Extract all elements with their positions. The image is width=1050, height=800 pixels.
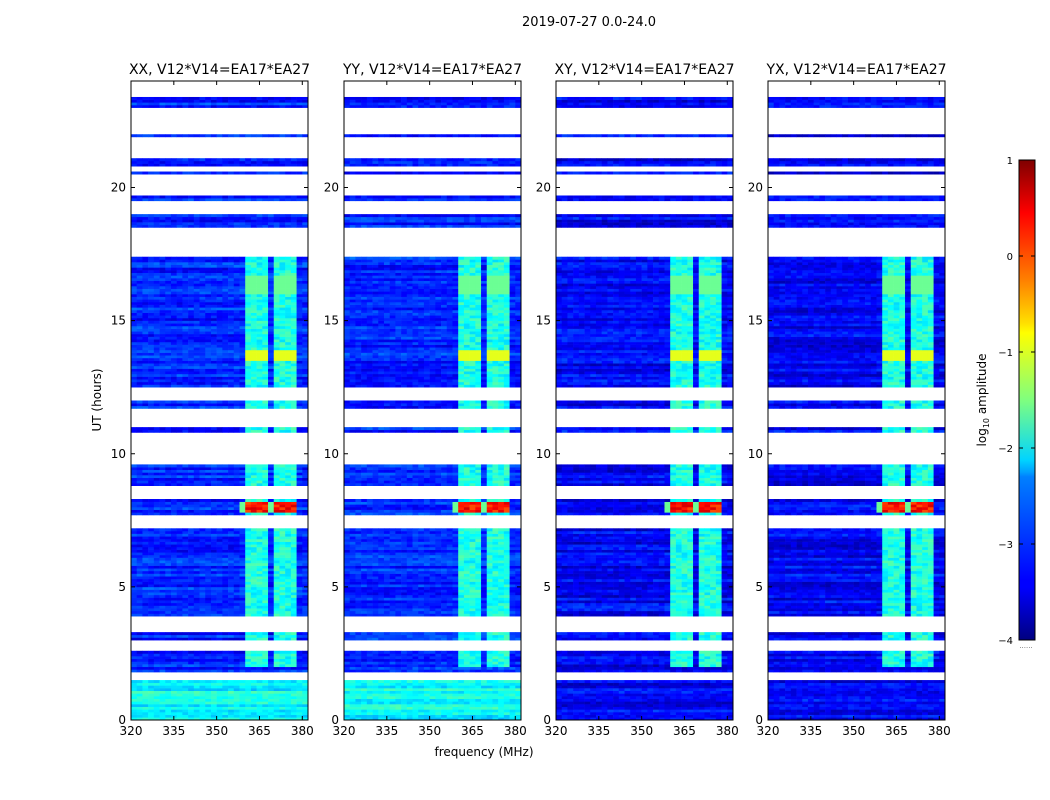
x-tick-label: 350 — [842, 724, 865, 738]
y-tick-label: 5 — [118, 580, 126, 594]
y-tick-label: 15 — [748, 314, 763, 328]
x-tick-label: 335 — [162, 724, 185, 738]
colorbar-tick-label: −1 — [998, 348, 1013, 359]
y-tick-label: 10 — [324, 447, 339, 461]
x-tick-label: 350 — [205, 724, 228, 738]
y-tick-label: 15 — [324, 314, 339, 328]
colorbar-label: log10 amplitude — [975, 354, 991, 447]
panel-3-heatmap — [556, 81, 733, 720]
colorbar-tick-label: −4 — [998, 636, 1013, 647]
figure-suptitle: 2019-07-27 0.0-24.0 — [522, 15, 656, 30]
colorbar-gradient — [1019, 160, 1035, 640]
colorbar-tick-label: −2 — [998, 444, 1013, 455]
y-tick-label: 0 — [543, 713, 551, 727]
x-tick-label: 335 — [587, 724, 610, 738]
x-tick-label: 365 — [673, 724, 696, 738]
y-tick-label: 5 — [755, 580, 763, 594]
y-tick-label: 0 — [755, 713, 763, 727]
y-tick-label: 20 — [748, 181, 763, 195]
colorbar: −4 −3 −2 −1 0 1 log10 amplitude ...... — [975, 156, 1035, 650]
y-tick-label: 0 — [331, 713, 339, 727]
y-axis-label: UT (hours) — [90, 368, 104, 431]
panel-3-title: XY, V12*V14=EA17*EA27 — [554, 62, 734, 78]
x-tick-label: 365 — [885, 724, 908, 738]
panel-4-heatmap — [768, 81, 945, 720]
y-tick-label: 20 — [324, 181, 339, 195]
x-tick-label: 380 — [716, 724, 739, 738]
y-tick-label: 20 — [111, 181, 126, 195]
x-tick-label: 365 — [461, 724, 484, 738]
panel-1-heatmap — [131, 81, 308, 720]
colorbar-tick-label: −3 — [998, 540, 1013, 551]
y-tick-label: 5 — [331, 580, 339, 594]
colorbar-tick-label: 1 — [1007, 156, 1013, 167]
y-tick-label: 0 — [118, 713, 126, 727]
x-tick-label: 350 — [630, 724, 653, 738]
colorbar-tick-label: 0 — [1007, 252, 1013, 263]
panel-4-title: YX, V12*V14=EA17*EA27 — [765, 62, 946, 78]
y-tick-label: 15 — [111, 314, 126, 328]
x-tick-label: 380 — [504, 724, 527, 738]
y-tick-label: 5 — [543, 580, 551, 594]
x-tick-label: 350 — [418, 724, 441, 738]
colorbar-under-marker: ...... — [1019, 642, 1032, 650]
panel-2-heatmap — [344, 81, 521, 720]
y-tick-label: 10 — [748, 447, 763, 461]
x-axis-label: frequency (MHz) — [434, 745, 533, 759]
figure: 2019-07-27 0.0-24.0 XX, V12*V14=EA17*EA2… — [0, 0, 1050, 800]
y-tick-label: 15 — [536, 314, 551, 328]
x-tick-label: 365 — [248, 724, 271, 738]
x-tick-label: 335 — [375, 724, 398, 738]
panel-2-title: YY, V12*V14=EA17*EA27 — [342, 62, 522, 78]
x-tick-label: 380 — [291, 724, 314, 738]
y-tick-label: 10 — [536, 447, 551, 461]
y-tick-label: 20 — [536, 181, 551, 195]
x-tick-label: 380 — [928, 724, 951, 738]
panel-1-title: XX, V12*V14=EA17*EA27 — [129, 62, 310, 78]
x-tick-label: 335 — [799, 724, 822, 738]
y-tick-label: 10 — [111, 447, 126, 461]
